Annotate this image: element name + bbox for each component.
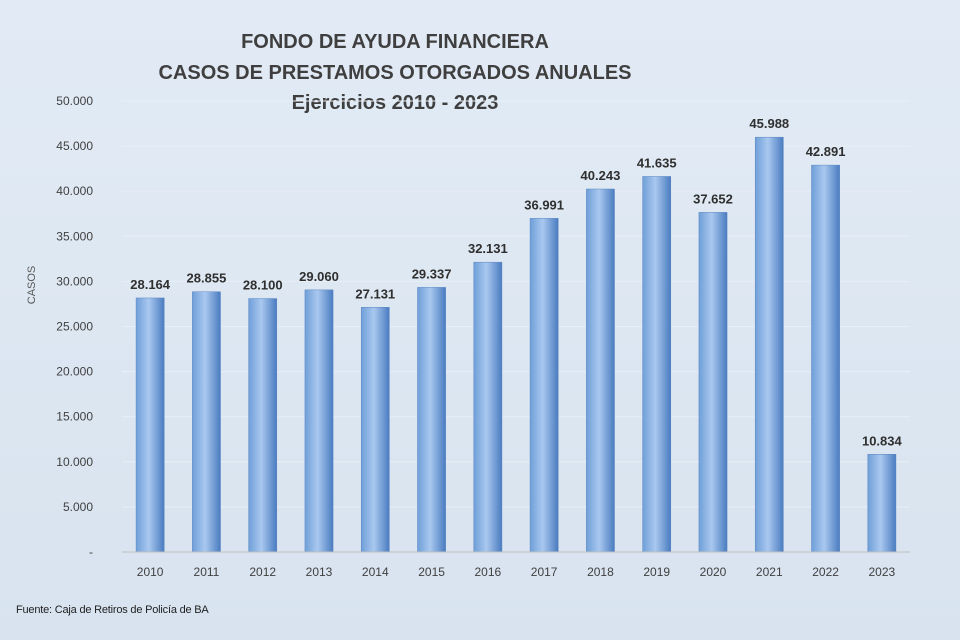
value-label-2021: 45.988 [749, 116, 789, 131]
x-tick-label-2021: 2021 [756, 565, 783, 579]
x-tick-label-2019: 2019 [643, 565, 670, 579]
y-tick-label: 25.000 [56, 320, 93, 334]
x-tick-label-2015: 2015 [418, 565, 445, 579]
x-tick-label-2017: 2017 [531, 565, 558, 579]
chart-title-line-3: Ejercicios 2010 - 2023 [291, 92, 499, 114]
x-tick-label-2018: 2018 [587, 565, 614, 579]
y-tick-label: 35.000 [56, 229, 93, 243]
chart-title-line-2: CASOS DE PRESTAMOS OTORGADOS ANUALES [158, 62, 632, 84]
x-tick-label-2020: 2020 [700, 565, 727, 579]
value-label-2014: 27.131 [355, 286, 395, 301]
value-label-2018: 40.243 [581, 168, 621, 183]
x-tick-label-2023: 2023 [869, 565, 896, 579]
y-tick-label: - [89, 545, 93, 559]
value-label-2015: 29.337 [412, 266, 452, 281]
value-label-2010: 28.164 [130, 277, 171, 292]
bars [135, 136, 897, 553]
bar-2018 [586, 188, 615, 553]
bar-2015 [417, 287, 446, 553]
bar-2011 [192, 291, 221, 553]
y-tick-label: 30.000 [56, 274, 93, 288]
x-tick-label-2012: 2012 [249, 565, 276, 579]
bar-2013 [304, 289, 334, 553]
bar-2023 [867, 454, 897, 553]
y-tick-label: 50.000 [56, 94, 93, 108]
y-tick-label: 40.000 [56, 184, 93, 198]
gridlines [122, 100, 910, 508]
value-label-2023: 10.834 [862, 433, 903, 448]
bar-2016 [473, 261, 503, 553]
value-label-2020: 37.652 [693, 191, 733, 206]
x-tick-label-2013: 2013 [306, 565, 333, 579]
bar-2014 [360, 307, 390, 553]
value-label-2022: 42.891 [806, 144, 846, 159]
bar-2012 [248, 298, 278, 553]
y-tick-label: 10.000 [56, 455, 93, 469]
chart-title-line-1: FONDO DE AYUDA FINANCIERA [241, 31, 549, 53]
y-tick-label: 45.000 [56, 139, 93, 153]
bar-2019 [642, 176, 672, 553]
y-tick-label: 15.000 [56, 410, 93, 424]
y-axis-ticks: - 5.000 10.000 15.000 20.000 25.000 30.000 35.0… [56, 94, 93, 559]
value-label-2013: 29.060 [299, 269, 339, 284]
bar-2010 [135, 297, 165, 553]
y-axis-label: CASOS [26, 266, 38, 305]
x-axis-ticks: 2010 2011 2012 2013 2014 2015 2016 2017 2018 2019… [137, 565, 896, 579]
x-tick-label-2014: 2014 [362, 565, 389, 579]
bar-2017 [529, 218, 559, 553]
bar-2022 [811, 164, 840, 553]
bar-2020 [698, 212, 728, 553]
value-label-2017: 36.991 [524, 197, 564, 212]
value-label-2012: 28.100 [243, 278, 283, 293]
source-note: Fuente: Caja de Retiros de Policía de BA [16, 604, 209, 616]
value-label-2019: 41.635 [637, 155, 677, 170]
x-tick-label-2010: 2010 [137, 565, 164, 579]
x-tick-label-2016: 2016 [475, 565, 502, 579]
value-label-2011: 28.855 [187, 271, 227, 286]
bar-2021 [754, 136, 784, 553]
y-tick-label: 20.000 [56, 365, 93, 379]
value-labels: 28.164 28.855 28.100 29.060 27.131 29.337 32.1… [130, 116, 902, 448]
x-tick-label-2011: 2011 [194, 565, 220, 579]
x-tick-label-2022: 2022 [812, 565, 839, 579]
y-tick-label: 5.000 [63, 500, 93, 514]
value-label-2016: 32.131 [468, 241, 508, 256]
